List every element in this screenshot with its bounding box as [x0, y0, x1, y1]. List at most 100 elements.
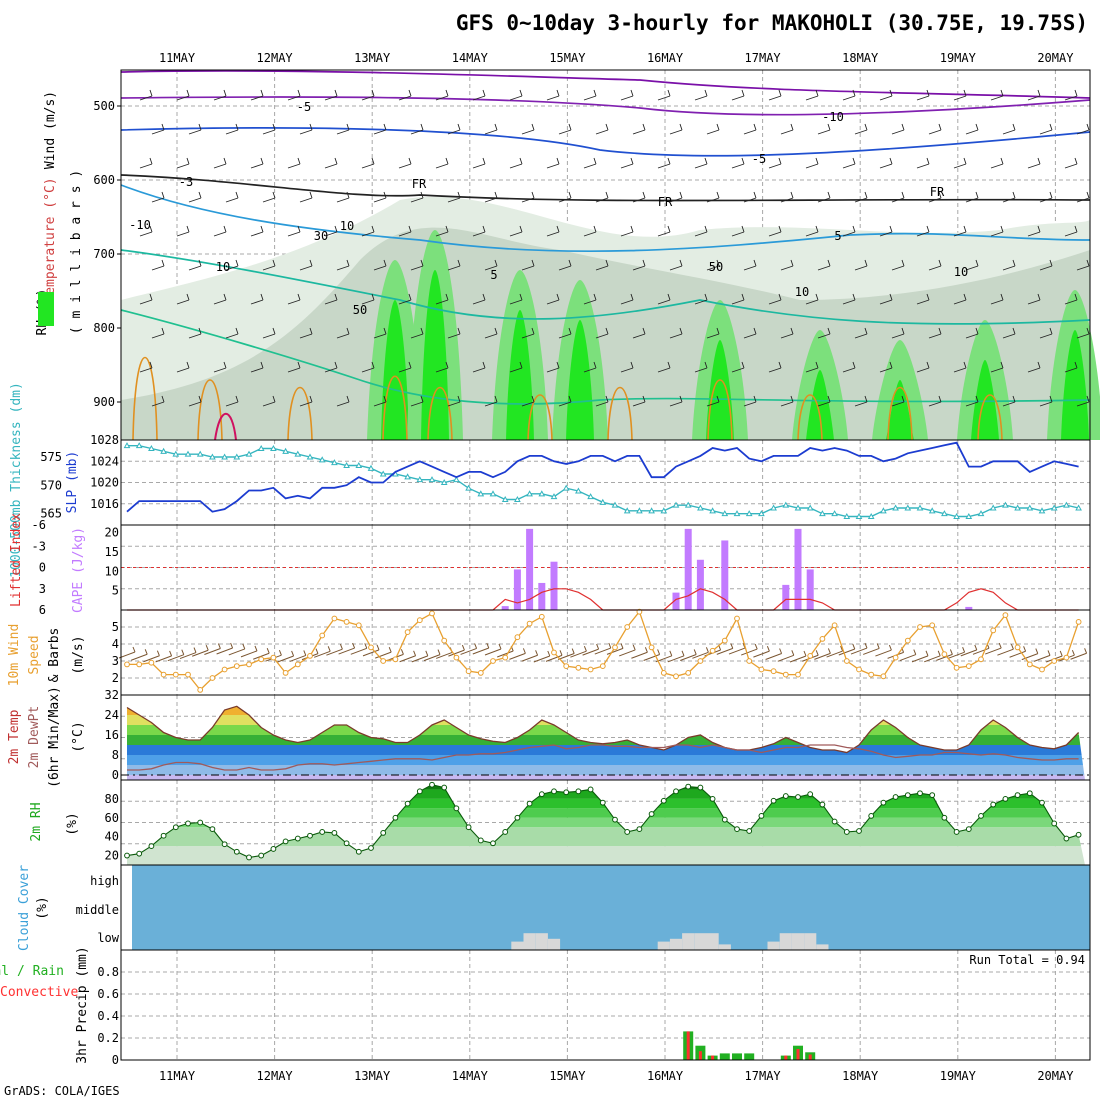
upper-wind-barb: [620, 157, 634, 169]
cape-tick-label: 15: [105, 545, 119, 559]
thickness-line-point: [623, 507, 631, 514]
precip-convective-bar: [808, 1054, 812, 1060]
cape-bar: [696, 559, 704, 610]
thickness-line-point: [599, 498, 607, 505]
upper-wind-barb: [817, 191, 831, 203]
upper-ylabel-units: ( m i l l i b a r s ): [69, 170, 84, 334]
upper-wind-barb: [1027, 157, 1041, 169]
upper-wind-barb: [299, 395, 313, 407]
upper-wind-barb: [583, 293, 597, 305]
upper-wind-barb: [250, 225, 264, 237]
upper-wind-barb: [188, 259, 202, 271]
slp-tick-label: 1024: [90, 454, 119, 468]
upper-wind-barb: [410, 123, 424, 135]
upper-wind-barb: [632, 327, 646, 339]
upper-wind-barb: [657, 361, 671, 373]
thickness-line-point: [1075, 504, 1082, 511]
thickness-line-point: [953, 512, 960, 519]
rh-2m-line-point: [294, 835, 301, 842]
upper-wind-barb: [583, 361, 597, 373]
rh-2m-line-point: [587, 786, 594, 793]
upper-wind-barb: [373, 327, 387, 339]
cloud-ylabel-units: (%): [35, 896, 50, 919]
upper-wind-barb: [928, 259, 942, 271]
wind-speed-line-point: [221, 666, 228, 673]
rh-2m-line-point: [221, 841, 228, 848]
upper-wind-barb: [1039, 395, 1053, 407]
rh-band: [127, 808, 1085, 818]
wind-speed-line-point: [477, 670, 484, 676]
li-tick-label: 0: [39, 561, 46, 575]
cloud-low-bar: [706, 933, 719, 950]
cape-ylabel-cape: CAPE (J/kg): [71, 527, 86, 613]
rh-2m-line-point: [380, 829, 387, 836]
rh-2m-line-point: [538, 791, 545, 798]
temp-tick-label: 8: [112, 748, 119, 762]
upper-wind-barb: [879, 225, 893, 237]
rh-2m-line-point: [990, 801, 997, 808]
wind-speed-line-point: [392, 656, 399, 663]
wind-tick-label: 3: [112, 654, 119, 668]
wind-speed-line-point: [233, 663, 240, 669]
upper-wind-barb: [694, 89, 708, 101]
cape-ylabel-li: Lifted Index: [9, 513, 24, 607]
cloud-low-bar: [804, 933, 817, 950]
upper-wind-barb: [1039, 259, 1053, 271]
wind-speed-line-point: [856, 666, 862, 673]
upper-wind-barb: [151, 395, 165, 407]
upper-wind-barb: [731, 89, 745, 101]
thickness-line-point: [270, 444, 277, 451]
upper-ylabel-temp: Temperature (°C): [43, 177, 58, 302]
upper-wind-barb: [324, 157, 338, 169]
upper-wind-barb: [447, 395, 461, 407]
contour-label: 10: [340, 219, 354, 233]
wind-speed-line-point: [904, 637, 911, 644]
thickness-tick-label: 570: [40, 478, 62, 492]
rh-2m-line-point: [160, 832, 167, 839]
thickness-line-point: [806, 504, 814, 511]
upper-wind-barb: [324, 361, 338, 373]
temperature-band: [127, 745, 1085, 755]
upper-wind-barb: [287, 157, 301, 169]
upper-wind-barb: [262, 395, 276, 407]
wind-speed-line-point: [124, 661, 130, 668]
temp-ylabel-a: 2m Temp: [7, 709, 22, 764]
li-tick-label: 3: [39, 582, 46, 596]
upper-wind-barb: [410, 191, 424, 203]
upper-ylabel-wind: Wind (m/s): [43, 91, 58, 169]
upper-wind-barb: [521, 259, 535, 271]
rh-band: [127, 784, 1085, 790]
rh-2m-line-point: [734, 826, 740, 833]
wind-speed-line-point: [197, 687, 204, 693]
wind-speed-line-point: [673, 673, 679, 680]
upper-wind-barb: [398, 361, 412, 373]
precip-total-bar: [732, 1053, 742, 1060]
rh-2m-line-point: [1051, 820, 1058, 827]
upper-wind-barb: [842, 89, 856, 101]
upper-wind-barb: [891, 123, 905, 135]
thickness-line-point: [928, 507, 936, 514]
contour-label: 10: [216, 260, 230, 274]
surface-wind-barb: [911, 650, 929, 663]
upper-wind-barb: [731, 157, 745, 169]
rh-2m-line-point: [953, 829, 960, 835]
surface-wind-barb: [936, 649, 953, 661]
precip-convective-bar: [686, 1031, 690, 1060]
upper-wind-barb: [472, 293, 486, 305]
rh-2m-line-point: [282, 838, 289, 845]
x-tick-label-bottom: 16MAY: [647, 1069, 684, 1083]
x-tick-label-top: 13MAY: [354, 51, 391, 65]
upper-wind-barb: [410, 395, 424, 407]
upper-wind-barb: [965, 259, 979, 271]
wind-speed-line-point: [709, 647, 716, 654]
surface-wind-barb: [521, 650, 539, 662]
thickness-line-point: [343, 461, 350, 468]
upper-wind-barb: [953, 361, 967, 373]
rh-tick-label: 20: [105, 849, 119, 863]
surface-wind-barb: [863, 643, 880, 655]
surface-wind-barb: [472, 642, 490, 655]
precip-tick-label: 0: [112, 1053, 119, 1067]
rh-green-plume-core: [1061, 330, 1089, 440]
thickness-tick-label: 575: [40, 450, 62, 464]
wind-speed-line-point: [1075, 619, 1082, 625]
